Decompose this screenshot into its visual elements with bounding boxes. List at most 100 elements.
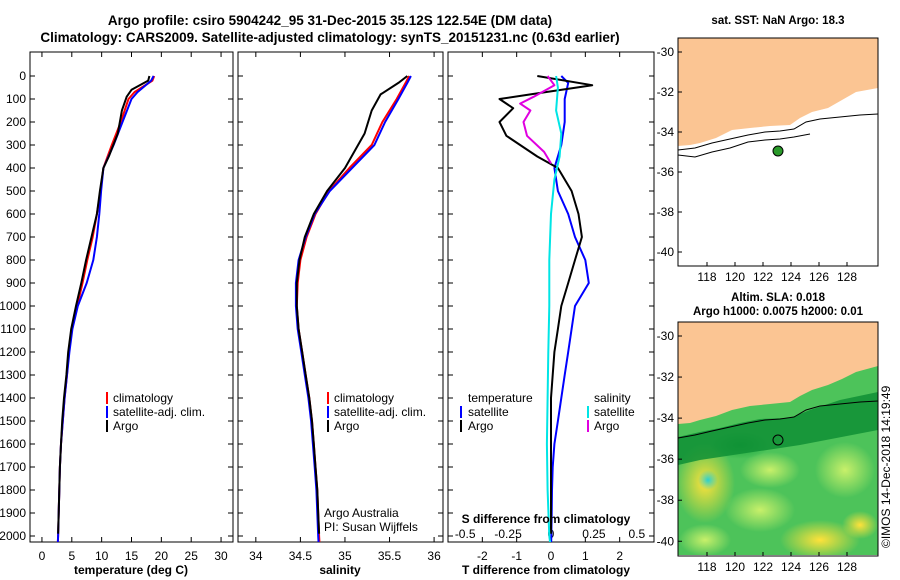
legend-satellite-label: satellite-adj. clim. bbox=[334, 405, 426, 419]
map-x-tick-label: 128 bbox=[837, 270, 857, 284]
x-tick-label: 30 bbox=[214, 549, 228, 563]
depth-axis: 0 100 200 300 400 500 600 700 800 900 1000 1100 1200… bbox=[0, 69, 26, 543]
map-x-tick-label: 124 bbox=[781, 270, 801, 284]
depth-tick-label: 2000 bbox=[0, 529, 26, 543]
map-x-tick-label: 120 bbox=[725, 560, 745, 574]
salinity-plot-frame bbox=[237, 51, 444, 543]
map-y-tick-label: -30 bbox=[657, 329, 675, 343]
depth-tick-label: 400 bbox=[6, 161, 26, 175]
sla-anomaly-low bbox=[698, 470, 718, 490]
legend-climatology-label: climatology bbox=[334, 391, 394, 405]
sla-anomaly bbox=[815, 442, 875, 498]
depth-tick-label: 1600 bbox=[0, 437, 26, 451]
s-tick-label: 0.25 bbox=[582, 527, 606, 541]
x-tick-label: 25 bbox=[185, 549, 199, 563]
x-tick-label: -1 bbox=[511, 549, 522, 563]
x-tick-label: 20 bbox=[155, 549, 169, 563]
series-argo bbox=[57, 75, 151, 534]
sla-anomaly bbox=[780, 520, 860, 555]
legend-t-argo-label: Argo bbox=[468, 419, 494, 433]
sst-map-argo-marker bbox=[772, 145, 784, 157]
depth-tick-label: 800 bbox=[6, 253, 26, 267]
salinity-axis: 34 34.5 35 35.5 36 bbox=[238, 52, 443, 563]
temperature-axis: 0 5 10 15 20 25 30 bbox=[30, 52, 233, 563]
temperature-series bbox=[56, 75, 156, 542]
map-x-tick-label: 118 bbox=[697, 560, 716, 574]
sla-map-title-2: Argo h1000: 0.0075 h2000: 0.01 bbox=[693, 306, 864, 318]
depth-tick-label: 1900 bbox=[0, 506, 26, 520]
sla-map-axes: 118 120 122 124 126 128 -30 -32 -34 -36 -38 -40 bbox=[657, 329, 858, 574]
series-s-argo bbox=[519, 75, 556, 164]
depth-tick-label: 100 bbox=[6, 92, 26, 106]
sla-map-argo-marker bbox=[772, 434, 784, 446]
sst-map-frame bbox=[677, 37, 879, 267]
map-y-tick-label: -32 bbox=[657, 370, 675, 384]
difference-series bbox=[498, 75, 594, 542]
map-x-tick-label: 126 bbox=[809, 270, 829, 284]
x-tick-label: 10 bbox=[95, 549, 109, 563]
legend-satellite-label: satellite-adj. clim. bbox=[113, 405, 205, 419]
series-satellite bbox=[56, 75, 155, 542]
temperature-legend: climatology satellite-adj. clim. Argo bbox=[106, 391, 205, 433]
depth-tick-label: 900 bbox=[6, 276, 26, 290]
sla-anomaly bbox=[740, 452, 800, 488]
s-tick-label: -0.5 bbox=[455, 527, 476, 541]
sst-map bbox=[677, 37, 879, 267]
credit-text: Argo Australia bbox=[324, 506, 399, 520]
map-y-tick-label: -38 bbox=[657, 205, 675, 219]
series-climatology bbox=[56, 75, 156, 542]
temperature-xlabel: temperature (deg C) bbox=[74, 563, 188, 577]
sst-map-isobath bbox=[677, 113, 879, 151]
s-difference-xlabel: S difference from climatology bbox=[462, 512, 631, 526]
x-tick-label: 35 bbox=[338, 549, 352, 563]
x-tick-label: -2 bbox=[477, 549, 488, 563]
sst-map-axes: 118 120 122 124 126 128 -30 -32 -34 -36 -38 -40 bbox=[657, 45, 858, 284]
sla-shelf-band bbox=[678, 392, 878, 465]
map-x-tick-label: 122 bbox=[753, 270, 773, 284]
sla-map-land bbox=[678, 322, 878, 424]
legend-t-satellite-label: satellite bbox=[468, 405, 509, 419]
depth-tick-label: 1000 bbox=[0, 299, 26, 313]
map-x-tick-label: 118 bbox=[697, 270, 716, 284]
sla-map-title-1: Altim. SLA: 0.018 bbox=[731, 292, 826, 304]
legend-s-satellite-label: satellite bbox=[594, 405, 635, 419]
t-difference-xlabel: T difference from climatology bbox=[462, 563, 630, 577]
depth-tick-label: 1200 bbox=[0, 345, 26, 359]
map-x-tick-label: 122 bbox=[753, 560, 773, 574]
salinity-legend: climatology satellite-adj. clim. Argo bbox=[327, 391, 426, 433]
depth-tick-label: 1800 bbox=[0, 483, 26, 497]
x-tick-label: 34.5 bbox=[289, 549, 313, 563]
sst-map-title: sat. SST: NaN Argo: 18.3 bbox=[711, 15, 844, 27]
map-y-tick-label: -40 bbox=[657, 534, 675, 548]
legend-climatology-label: climatology bbox=[113, 391, 173, 405]
map-x-tick-label: 126 bbox=[809, 560, 829, 574]
legend-argo-label: Argo bbox=[113, 419, 139, 433]
depth-tick-label: 1500 bbox=[0, 414, 26, 428]
sla-map-isobath bbox=[678, 400, 878, 439]
depth-tick-label: 1700 bbox=[0, 460, 26, 474]
s-tick-label: 0.5 bbox=[628, 527, 645, 541]
sla-anomaly bbox=[842, 511, 878, 539]
sla-map bbox=[678, 322, 878, 555]
x-tick-label: 5 bbox=[68, 549, 75, 563]
x-tick-label: 1 bbox=[582, 549, 589, 563]
x-tick-label: 2 bbox=[616, 549, 623, 563]
depth-tick-label: 1300 bbox=[0, 368, 26, 382]
legend-temperature-heading: temperature bbox=[468, 391, 533, 405]
x-tick-label: 35.5 bbox=[378, 549, 402, 563]
map-x-tick-label: 120 bbox=[725, 270, 745, 284]
s-tick-label: -0.25 bbox=[494, 527, 522, 541]
depth-tick-label: 1400 bbox=[0, 391, 26, 405]
x-tick-label: 15 bbox=[125, 549, 139, 563]
imos-stamp: ©IMOS 14-Dec-2018 14:19:49 bbox=[879, 385, 893, 548]
series-t-argo bbox=[498, 75, 594, 534]
pi-text: PI: Susan Wijffels bbox=[324, 520, 418, 534]
map-y-tick-label: -36 bbox=[657, 452, 675, 466]
map-y-tick-label: -34 bbox=[657, 125, 675, 139]
map-y-tick-label: -32 bbox=[657, 85, 675, 99]
legend-salinity-heading: salinity bbox=[594, 391, 631, 405]
series-s-satellite bbox=[545, 75, 563, 542]
sla-map-frame bbox=[677, 321, 879, 557]
series-t-satellite bbox=[550, 75, 590, 542]
